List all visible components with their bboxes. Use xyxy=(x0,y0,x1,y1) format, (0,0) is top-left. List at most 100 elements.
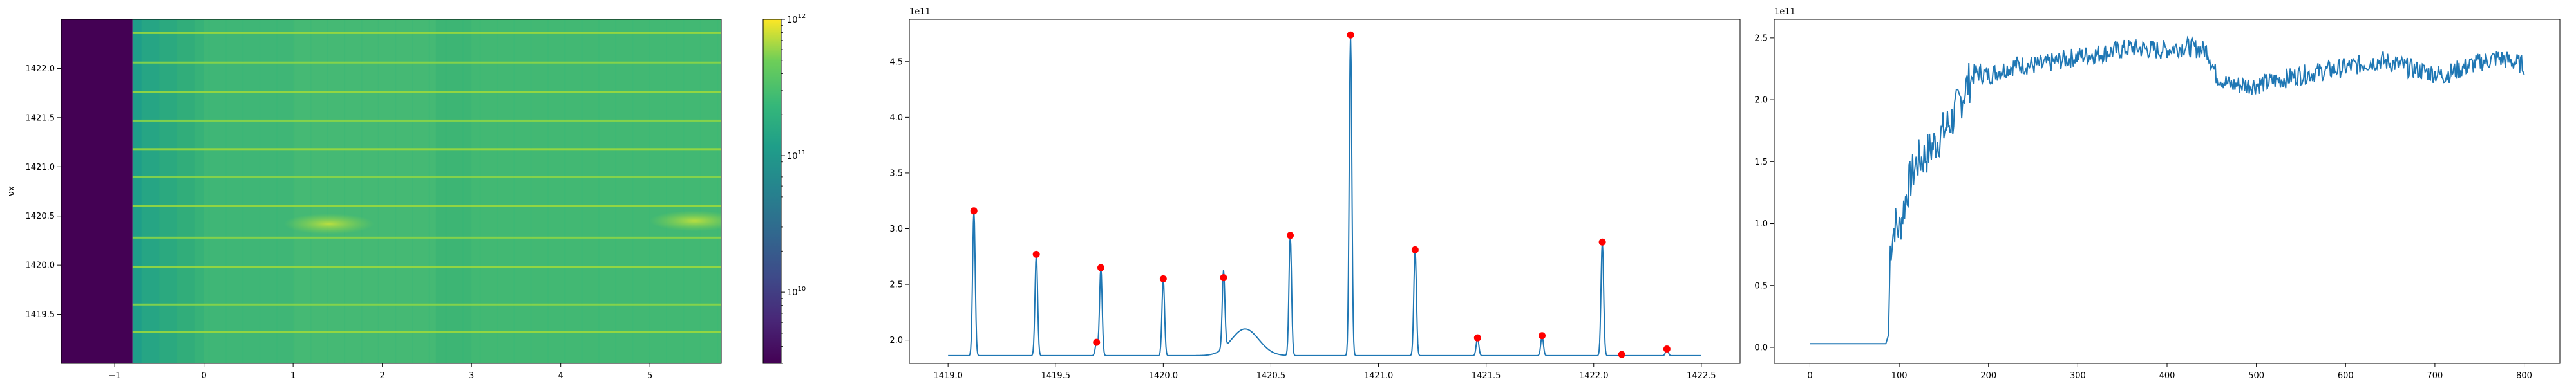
heatmap-vertical-stripe xyxy=(666,19,668,363)
chart2-y-axis: 2.0 2.5 3.0 3.5 4.0 4.5 xyxy=(889,57,909,345)
chart2-x-tick-label: 1419.5 xyxy=(1041,371,1071,381)
chart3-offset-text: 1e11 xyxy=(1774,7,1795,17)
heatmap-y-tick-label: 1420.0 xyxy=(26,261,55,271)
heatmap-bright-row xyxy=(132,303,721,306)
peak-marker xyxy=(1032,250,1040,258)
peak-marker xyxy=(1618,351,1625,358)
chart3-x-tick-label: 700 xyxy=(2427,371,2443,381)
heatmap-vertical-stripe xyxy=(361,19,363,363)
heatmap-bright-blob xyxy=(649,210,721,232)
heatmap-y-axis: 1419.5 1420.0 1420.5 1421.0 1421.5 1422.0 xyxy=(26,64,61,320)
heatmap-y-tick-label: 1420.5 xyxy=(26,212,55,221)
chart2-offset-text: 1e11 xyxy=(909,7,931,17)
heatmap-x-tick-label: 1 xyxy=(290,371,296,381)
heatmap-vertical-stripe xyxy=(445,19,447,363)
heatmap-vertical-stripe xyxy=(327,19,328,363)
heatmap-x-tick-label: 4 xyxy=(558,371,564,381)
heatmap-vertical-stripe xyxy=(496,19,498,363)
colorbar-tick-label: 1010 xyxy=(787,286,806,298)
chart3-x-tick-label: 500 xyxy=(2248,371,2264,381)
colorbar-tick-base: 10 xyxy=(787,15,798,25)
chart2-y-tick-label: 3.0 xyxy=(889,225,903,234)
chart3-y-tick-label: 0.5 xyxy=(1754,281,1768,291)
heatmap-chart: −1 0 1 2 3 4 5 1419.51420.01420.51421.01421.51… xyxy=(6,13,806,381)
heatmap-vertical-stripe xyxy=(276,19,278,363)
heatmap-vertical-stripe xyxy=(293,19,295,363)
heatmap-vertical-stripe xyxy=(615,19,617,363)
heatmap-bright-row xyxy=(132,119,721,122)
heatmap-vertical-stripe xyxy=(377,19,379,363)
heatmap-vertical-stripe xyxy=(699,19,701,363)
heatmap-vertical-stripe xyxy=(547,19,549,363)
heatmap-x-tick-label: 3 xyxy=(469,371,474,381)
chart3-y-tick-label: 1.5 xyxy=(1754,158,1768,167)
heatmap-y-tick-label: 1419.5 xyxy=(26,310,55,320)
chart2-x-axis: 1419.0 1419.5 1420.0 1420.5 1421.0 1421.5 1422… xyxy=(933,363,1716,381)
peak-marker xyxy=(1539,332,1546,340)
chart3-y-tick-label: 0.0 xyxy=(1754,343,1768,353)
peak-marker xyxy=(970,207,978,215)
peak-marker xyxy=(1097,264,1104,271)
heatmap-vertical-stripe xyxy=(717,19,719,363)
chart3-frame xyxy=(1774,19,2561,364)
peak-marker xyxy=(1093,338,1101,346)
heatmap-main-region xyxy=(204,19,294,363)
heatmap-bright-row xyxy=(132,236,721,239)
colorbar-tick-base: 10 xyxy=(787,152,798,161)
colorbar-tick-exponent: 12 xyxy=(798,13,806,20)
chart2-x-tick-label: 1422.0 xyxy=(1579,371,1609,381)
chart3-y-tick-label: 2.0 xyxy=(1754,96,1768,106)
chart2-y-tick-label: 4.5 xyxy=(889,57,903,67)
heatmap-bright-row xyxy=(132,91,721,93)
heatmap-bright-row xyxy=(132,331,721,333)
peak-marker xyxy=(1411,246,1419,253)
heatmap-y-tick-label: 1422.0 xyxy=(26,64,55,74)
heatmap-y-tick-label: 1421.5 xyxy=(26,113,55,123)
heatmap-vertical-stripe xyxy=(513,19,515,363)
heatmap-bright-row xyxy=(132,205,721,207)
peak-marker xyxy=(1663,345,1671,353)
heatmap-x-axis: −1 0 1 2 3 4 5 xyxy=(109,363,652,381)
heatmap-vertical-stripe xyxy=(649,19,650,363)
heatmap-dark-region xyxy=(61,19,133,363)
heatmap-vertical-stripe xyxy=(479,19,481,363)
chart2-y-tick-label: 4.0 xyxy=(889,113,903,123)
chart2-x-tick-label: 1421.0 xyxy=(1364,371,1394,381)
heatmap-transition-column xyxy=(141,19,160,363)
spectrum-series-line xyxy=(948,35,1701,356)
chart3-x-tick-label: 800 xyxy=(2516,371,2532,381)
heatmap-vertical-stripe xyxy=(412,19,413,363)
heatmap-vertical-stripe xyxy=(598,19,600,363)
heatmap-bright-row xyxy=(132,176,721,178)
heatmap-y-axis-label: νx xyxy=(6,186,17,196)
heatmap-image xyxy=(61,19,721,363)
heatmap-vertical-stripe xyxy=(259,19,261,363)
heatmap-transition-column xyxy=(177,19,196,363)
heatmap-bright-row xyxy=(132,61,721,64)
heatmap-vertical-stripe xyxy=(395,19,397,363)
chart3-x-tick-label: 100 xyxy=(1891,371,1908,381)
chart2-y-tick-label: 2.0 xyxy=(889,336,903,345)
chart2-y-tick-label: 3.5 xyxy=(889,169,903,178)
heatmap-vertical-stripe xyxy=(632,19,634,363)
heatmap-x-tick-label: 2 xyxy=(380,371,385,381)
peak-markers xyxy=(970,31,1671,358)
chart3-y-axis: 0.0 0.5 1.0 1.5 2.0 2.5 xyxy=(1754,33,1774,353)
heatmap-vertical-stripe xyxy=(208,19,210,363)
peaks-line-chart: 1e11 1419.0 1419.5 1420.0 1420.5 1421.0 1421.… xyxy=(889,7,1741,381)
heatmap-main-region xyxy=(471,19,721,363)
heatmap-vertical-stripe xyxy=(564,19,566,363)
heatmap-vertical-stripe xyxy=(581,19,583,363)
colorbar-gradient xyxy=(762,19,782,364)
heatmap-vertical-stripe xyxy=(344,19,346,363)
heatmap-frame xyxy=(61,19,722,364)
chart2-x-tick-label: 1422.5 xyxy=(1687,371,1716,381)
colorbar-tick-exponent: 10 xyxy=(798,286,806,293)
heatmap-main-region xyxy=(435,19,472,363)
peak-marker xyxy=(1159,275,1167,282)
chart3-x-tick-label: 200 xyxy=(1980,371,1996,381)
colorbar-tick-label: 1012 xyxy=(787,13,806,25)
chart2-x-tick-label: 1421.5 xyxy=(1472,371,1501,381)
heatmap-vertical-stripe xyxy=(462,19,464,363)
